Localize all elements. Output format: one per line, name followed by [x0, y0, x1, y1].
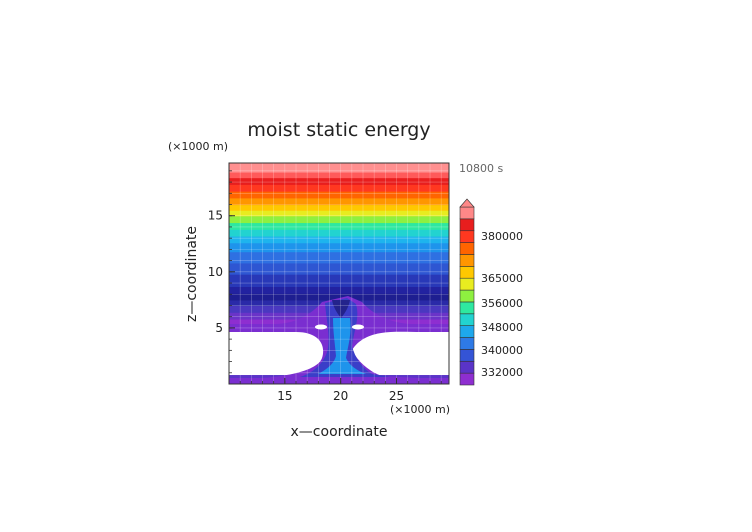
contour-band-9 [229, 274, 449, 288]
axis-ticks: 15 20 25 5 10 15 [208, 170, 442, 403]
colorbar-level-14 [459, 206, 475, 220]
colorbar-level-13 [459, 218, 475, 232]
colorbar-level-1 [459, 360, 475, 374]
colorbar-level-12 [459, 230, 475, 243]
contour-band-16 [229, 215, 449, 224]
contour-band-17 [229, 210, 449, 217]
contour-band-21 [229, 184, 449, 192]
colorbar-level-10 [459, 254, 475, 267]
contour-band-23 [229, 171, 449, 179]
contour-band-13 [229, 235, 449, 244]
colorbar-tick-label: 380000 [481, 230, 523, 243]
y-tick-label: 5 [215, 321, 223, 335]
colorbar-level-8 [459, 277, 475, 291]
plume-bubble-right [352, 324, 364, 330]
colorbar-tick-label: 365000 [481, 272, 523, 285]
contour-band-14 [229, 229, 449, 237]
y-axis-label: z—coordinate [184, 226, 200, 322]
contour-band-11 [229, 251, 449, 264]
contour-band-12 [229, 242, 449, 253]
colorbar-extend-arrow [459, 198, 475, 208]
contour-band-20 [229, 191, 449, 199]
x-tick-label: 20 [333, 389, 348, 403]
x-unit-label: (×1000 m) [390, 403, 450, 416]
colorbar-level-5 [459, 313, 475, 326]
time-label: 10800 s [459, 162, 503, 175]
colorbar-tick-label: 332000 [481, 366, 523, 379]
colorbar-level-2 [459, 349, 475, 362]
contour-band-22 [229, 177, 449, 185]
y-tick-label: 15 [208, 209, 223, 223]
plume-core [318, 318, 366, 374]
y-tick-label: 10 [208, 265, 223, 279]
colorbar-level-4 [459, 325, 475, 338]
x-tick-label: 25 [389, 389, 404, 403]
y-unit-label: (×1000 m) [168, 140, 228, 153]
colorbar-tick-label: 348000 [481, 321, 523, 334]
colorbar: 380000 365000 356000 348000 340000 332000 [459, 198, 523, 386]
plume-bubble-left [315, 324, 327, 330]
colorbar-level-0 [459, 372, 475, 386]
plot-frame [228, 162, 450, 385]
colorbar-level-11 [459, 242, 475, 255]
chart-title: moist static energy [247, 119, 430, 141]
grid-lines [229, 163, 449, 384]
x-tick-label: 15 [277, 389, 292, 403]
contour-band-8 [229, 286, 449, 294]
contour-band-18 [229, 204, 449, 211]
colorbar-level-3 [459, 337, 475, 350]
colorbar-level-7 [459, 289, 475, 303]
contour-band-15 [229, 222, 449, 230]
plot-area [229, 163, 449, 384]
contour-band-19 [229, 197, 449, 206]
plume-dark-cap [332, 300, 350, 318]
colorbar-tick-label: 356000 [481, 297, 523, 310]
colorbar-level-9 [459, 266, 475, 279]
colorbar-tick-label: 340000 [481, 344, 523, 357]
contour-band-7 [229, 293, 449, 301]
colorbar-level-6 [459, 301, 475, 315]
x-axis-label: x—coordinate [291, 424, 388, 440]
contour-band-24 [229, 163, 449, 173]
contour-band-10 [229, 262, 449, 275]
